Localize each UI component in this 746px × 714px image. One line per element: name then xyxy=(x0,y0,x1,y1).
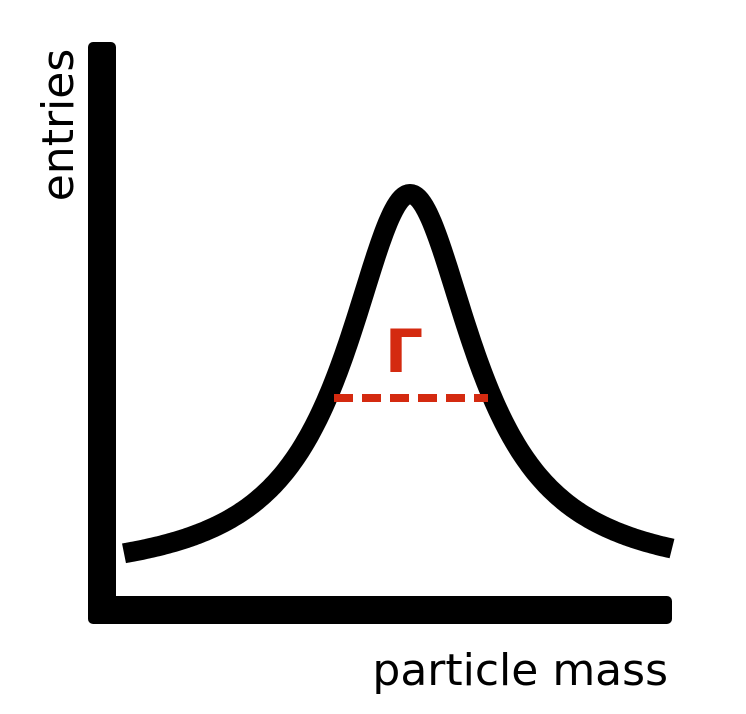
peak-curve xyxy=(116,184,680,564)
x-axis-label: particle mass xyxy=(372,645,668,696)
y-axis xyxy=(88,42,116,622)
x-axis xyxy=(88,596,672,624)
y-axis-label: entries xyxy=(33,49,84,202)
width-symbol: Γ xyxy=(385,317,423,387)
